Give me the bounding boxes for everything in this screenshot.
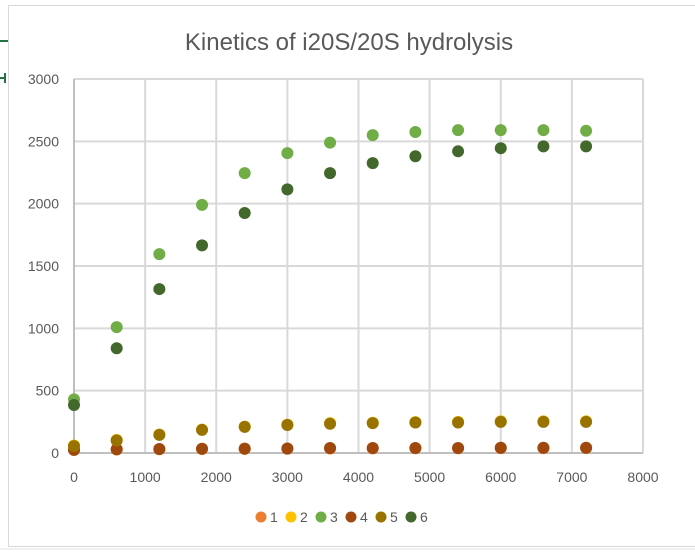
- data-point: [494, 415, 507, 428]
- data-point: [238, 167, 251, 180]
- data-point: [238, 420, 251, 433]
- y-tick-label: 3000: [28, 71, 59, 87]
- data-point: [580, 441, 593, 454]
- data-point: [196, 198, 209, 211]
- y-tick-label: 2000: [28, 196, 59, 212]
- data-point: [324, 167, 337, 180]
- legend-marker-4: [345, 511, 357, 523]
- legend-label: 3: [330, 509, 338, 525]
- legend-label: 6: [420, 509, 428, 525]
- x-tick-label: 2000: [201, 469, 232, 485]
- data-point: [281, 442, 294, 455]
- data-point: [68, 440, 80, 453]
- data-point: [196, 239, 209, 252]
- data-point: [324, 136, 337, 149]
- x-tick-label: 8000: [627, 469, 658, 485]
- data-point: [68, 399, 80, 412]
- legend-label: 4: [360, 509, 368, 525]
- legend-label: 5: [390, 509, 398, 525]
- data-point: [196, 442, 209, 455]
- data-point: [494, 441, 507, 454]
- data-point: [409, 150, 422, 163]
- data-point: [580, 415, 593, 428]
- legend-marker-5: [375, 511, 387, 523]
- data-point: [366, 442, 379, 455]
- legend-marker-3: [315, 511, 327, 523]
- legend-marker-2: [285, 511, 297, 523]
- data-point: [238, 207, 251, 220]
- x-tick-label: 3000: [272, 469, 303, 485]
- data-point: [110, 434, 123, 447]
- tick-labels: 0 1000 2000 3000 4000 5000 6000 7000 8000 0 500 100…: [28, 71, 659, 485]
- data-point: [409, 442, 422, 455]
- x-tick-label: 4000: [343, 469, 374, 485]
- data-point: [452, 124, 465, 137]
- data-point: [110, 443, 123, 456]
- chart-title: Kinetics of i20S/20S hydrolysis: [185, 29, 513, 56]
- x-tick-label: 5000: [414, 469, 445, 485]
- y-tick-label: 0: [51, 445, 59, 461]
- data-point: [366, 157, 379, 170]
- series-5: [68, 415, 593, 453]
- data-points: [68, 124, 593, 456]
- x-tick-label: 0: [70, 469, 78, 485]
- data-point: [580, 140, 593, 153]
- x-tick-label: 6000: [485, 469, 516, 485]
- data-point: [537, 140, 550, 153]
- y-tick-label: 1000: [28, 320, 59, 336]
- data-point: [537, 415, 550, 428]
- series-4: [68, 441, 593, 456]
- data-point: [366, 417, 379, 430]
- y-tick-label: 1500: [28, 258, 59, 274]
- data-point: [281, 183, 294, 196]
- data-point: [580, 124, 593, 137]
- data-point: [537, 441, 550, 454]
- series-6: [68, 140, 593, 412]
- data-point: [110, 321, 123, 334]
- scatter-chart: Kinetics of i20S/20S hydrolysis 0 1000 200…: [28, 29, 659, 525]
- data-point: [494, 124, 507, 137]
- y-tick-label: 500: [36, 383, 60, 399]
- series-3: [68, 124, 593, 406]
- chart-area[interactable]: Kinetics of i20S/20S hydrolysis 0 1000 200…: [8, 5, 695, 547]
- data-point: [452, 442, 465, 455]
- data-point: [196, 423, 209, 436]
- legend: 1 2 3 4 5 6: [255, 509, 428, 525]
- data-point: [409, 125, 422, 138]
- data-point: [153, 428, 166, 441]
- legend-marker-1: [255, 511, 267, 523]
- data-point: [537, 124, 550, 137]
- legend-label: 1: [270, 509, 278, 525]
- data-point: [281, 418, 294, 431]
- data-point: [153, 443, 166, 456]
- x-tick-label: 1000: [130, 469, 161, 485]
- data-point: [452, 416, 465, 429]
- legend-label: 2: [300, 509, 308, 525]
- data-point: [494, 142, 507, 155]
- x-tick-label: 7000: [556, 469, 587, 485]
- data-point: [324, 442, 337, 455]
- data-point: [324, 417, 337, 430]
- data-point: [153, 248, 166, 261]
- y-tick-label: 2500: [28, 133, 59, 149]
- data-point: [366, 129, 379, 142]
- gridlines: [73, 78, 644, 454]
- data-point: [452, 145, 465, 158]
- data-point: [110, 342, 123, 355]
- data-point: [238, 442, 251, 455]
- data-point: [153, 283, 166, 296]
- data-point: [409, 416, 422, 429]
- legend-marker-6: [405, 511, 417, 523]
- data-point: [281, 147, 294, 160]
